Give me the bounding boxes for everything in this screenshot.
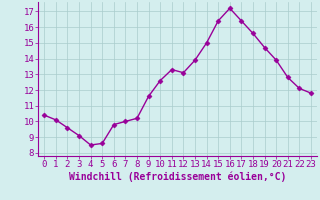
X-axis label: Windchill (Refroidissement éolien,°C): Windchill (Refroidissement éolien,°C) [69,172,286,182]
